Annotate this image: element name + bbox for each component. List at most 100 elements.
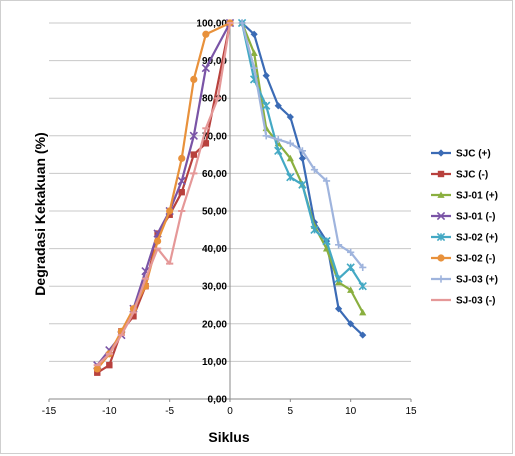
- data-point: [250, 30, 258, 38]
- legend-label: SJ-01 (-): [456, 212, 495, 223]
- series-line: [241, 22, 364, 314]
- x-axis-title: Siklus: [208, 429, 249, 445]
- data-point: [335, 241, 343, 249]
- data-point: [106, 361, 113, 369]
- y-tick-label: 90,00: [202, 56, 227, 67]
- legend-marker: [437, 254, 445, 262]
- legend-marker: [437, 170, 445, 178]
- data-point: [274, 102, 282, 110]
- data-point: [190, 151, 197, 158]
- data-point: [202, 30, 210, 38]
- series-line: [241, 22, 364, 269]
- legend-item: SJ-01 (-): [431, 212, 495, 223]
- legend-label: SJC (+): [456, 149, 491, 160]
- legend-item: SJ-02 (-): [431, 254, 495, 265]
- legend-item: SJC (+): [431, 149, 491, 160]
- legend-label: SJC (-): [456, 170, 488, 181]
- data-point: [322, 236, 331, 246]
- data-point: [178, 189, 185, 196]
- y-tick-label: 20,00: [202, 319, 227, 330]
- data-point: [322, 177, 331, 185]
- legend-label: SJ-01 (+): [456, 191, 498, 202]
- series-7: [238, 19, 367, 271]
- legend-marker: [436, 211, 446, 221]
- series-layer: [93, 18, 367, 376]
- data-point: [359, 308, 367, 316]
- y-tick-label: 50,00: [202, 207, 227, 218]
- data-point: [274, 146, 283, 156]
- legend-label: SJ-02 (-): [456, 254, 495, 265]
- y-tick-label: 100,00: [196, 19, 227, 30]
- legend-item: SJ-03 (+): [431, 275, 498, 286]
- data-point: [334, 274, 343, 283]
- data-point: [298, 147, 306, 155]
- data-point: [346, 263, 355, 272]
- y-tick-labels: 0,0010,0020,0030,0040,0050,0060,0070,008…: [196, 19, 227, 406]
- data-point: [262, 101, 271, 110]
- x-tick-label: 15: [405, 406, 417, 417]
- data-point: [359, 331, 367, 339]
- legend-item: SJC (-): [431, 170, 488, 181]
- data-point: [154, 237, 162, 245]
- x-tick-label: 0: [227, 406, 233, 417]
- y-tick-label: 30,00: [202, 282, 227, 293]
- data-point: [262, 72, 270, 80]
- x-tick-label: 5: [288, 406, 294, 417]
- y-tick-label: 60,00: [202, 169, 227, 180]
- data-point: [310, 166, 319, 174]
- data-point: [201, 63, 211, 73]
- series-line: [241, 22, 364, 336]
- data-point: [310, 225, 319, 234]
- data-point: [177, 176, 186, 186]
- legend-item: SJ-03 (-): [431, 296, 495, 307]
- data-point: [358, 282, 367, 291]
- data-point: [250, 64, 258, 72]
- data-point: [298, 180, 307, 189]
- legend-marker: [436, 232, 446, 242]
- series-8: [93, 22, 234, 367]
- x-tick-labels: -15 -10 -5 0 5 10 15: [42, 406, 417, 417]
- series-5: [237, 18, 367, 291]
- series-line: [96, 22, 231, 366]
- legend-label: SJ-03 (+): [456, 275, 498, 286]
- legend-marker: [437, 191, 445, 198]
- legend-marker: [437, 149, 445, 157]
- series-4: [93, 18, 235, 370]
- legend-label: SJ-03 (-): [456, 296, 495, 307]
- series-line: [96, 22, 231, 370]
- data-point: [347, 248, 355, 256]
- data-point: [190, 75, 198, 83]
- y-tick-label: 10,00: [202, 357, 227, 368]
- legend-item: SJ-01 (+): [431, 191, 498, 202]
- y-tick-label: 40,00: [202, 244, 227, 255]
- data-point: [286, 113, 294, 121]
- data-point: [178, 154, 186, 162]
- series-1: [238, 19, 367, 339]
- data-point: [286, 139, 294, 147]
- data-point: [274, 135, 282, 144]
- x-tick-label: -10: [102, 406, 117, 417]
- legend-label: SJ-02 (+): [456, 233, 498, 244]
- data-point: [166, 207, 174, 215]
- data-point: [347, 320, 355, 328]
- data-point: [166, 211, 173, 218]
- x-tick-label: 10: [345, 406, 357, 417]
- data-point: [298, 154, 306, 162]
- data-point: [262, 132, 270, 140]
- data-point: [286, 172, 295, 182]
- x-tick-label: -5: [165, 406, 174, 417]
- data-point: [250, 49, 258, 56]
- legend: SJC (+) SJC (-) SJ-01 (+) SJ-01 (-) SJ-02 (+…: [431, 149, 498, 307]
- data-point: [335, 305, 343, 313]
- y-tick-label: 0,00: [208, 395, 228, 406]
- axes: [48, 23, 412, 402]
- data-point: [130, 313, 137, 320]
- legend-item: SJ-02 (+): [431, 233, 498, 244]
- data-point: [93, 365, 101, 373]
- data-point: [359, 263, 367, 271]
- series-line: [96, 22, 232, 366]
- data-point: [94, 369, 101, 376]
- y-tick-label: 70,00: [202, 131, 227, 142]
